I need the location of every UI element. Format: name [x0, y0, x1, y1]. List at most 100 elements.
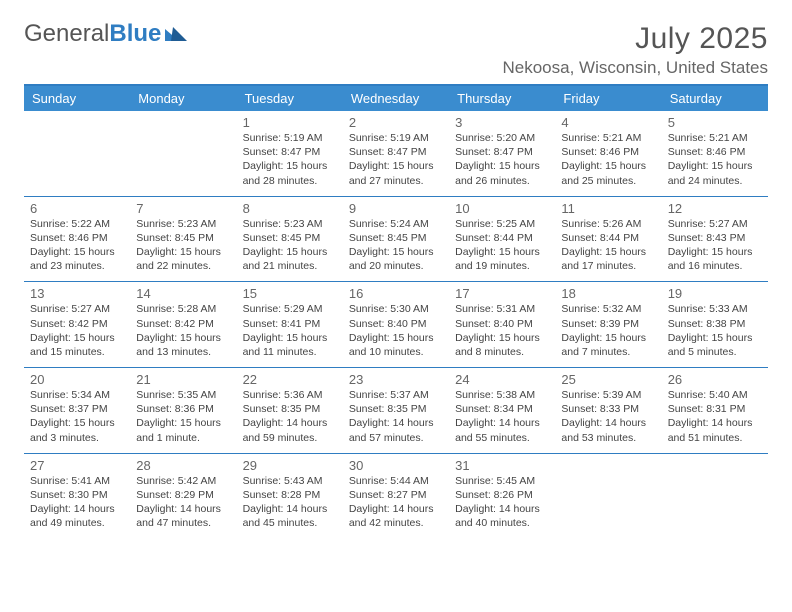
sunset-line: Sunset: 8:29 PM: [136, 488, 230, 502]
day-cell: 2Sunrise: 5:19 AMSunset: 8:47 PMDaylight…: [343, 111, 449, 196]
daylight-line: Daylight: 15 hours and 17 minutes.: [561, 245, 655, 273]
sunrise-line: Sunrise: 5:29 AM: [243, 302, 337, 316]
sunset-line: Sunset: 8:33 PM: [561, 402, 655, 416]
sunset-line: Sunset: 8:45 PM: [243, 231, 337, 245]
sunrise-line: Sunrise: 5:32 AM: [561, 302, 655, 316]
calendar: SundayMondayTuesdayWednesdayThursdayFrid…: [24, 86, 768, 538]
daylight-line: Daylight: 15 hours and 19 minutes.: [455, 245, 549, 273]
sunrise-line: Sunrise: 5:38 AM: [455, 388, 549, 402]
sunset-line: Sunset: 8:47 PM: [349, 145, 443, 159]
daylight-line: Daylight: 15 hours and 27 minutes.: [349, 159, 443, 187]
day-cell: 23Sunrise: 5:37 AMSunset: 8:35 PMDayligh…: [343, 368, 449, 453]
day-number: 18: [561, 286, 655, 301]
day-number: 22: [243, 372, 337, 387]
day-number: 24: [455, 372, 549, 387]
daylight-line: Daylight: 15 hours and 24 minutes.: [668, 159, 762, 187]
sunrise-line: Sunrise: 5:39 AM: [561, 388, 655, 402]
sunset-line: Sunset: 8:27 PM: [349, 488, 443, 502]
day-number: 13: [30, 286, 124, 301]
day-number: 10: [455, 201, 549, 216]
sunrise-line: Sunrise: 5:19 AM: [349, 131, 443, 145]
sunset-line: Sunset: 8:26 PM: [455, 488, 549, 502]
day-number: 27: [30, 458, 124, 473]
day-cell: 22Sunrise: 5:36 AMSunset: 8:35 PMDayligh…: [237, 368, 343, 453]
day-cell: 11Sunrise: 5:26 AMSunset: 8:44 PMDayligh…: [555, 197, 661, 282]
day-cell: 4Sunrise: 5:21 AMSunset: 8:46 PMDaylight…: [555, 111, 661, 196]
sunset-line: Sunset: 8:47 PM: [243, 145, 337, 159]
sunset-line: Sunset: 8:39 PM: [561, 317, 655, 331]
day-number: 4: [561, 115, 655, 130]
sunset-line: Sunset: 8:31 PM: [668, 402, 762, 416]
sunset-line: Sunset: 8:47 PM: [455, 145, 549, 159]
day-cell: 31Sunrise: 5:45 AMSunset: 8:26 PMDayligh…: [449, 454, 555, 539]
day-cell: 25Sunrise: 5:39 AMSunset: 8:33 PMDayligh…: [555, 368, 661, 453]
day-cell: 30Sunrise: 5:44 AMSunset: 8:27 PMDayligh…: [343, 454, 449, 539]
day-number: 30: [349, 458, 443, 473]
day-cell: 8Sunrise: 5:23 AMSunset: 8:45 PMDaylight…: [237, 197, 343, 282]
day-number: 2: [349, 115, 443, 130]
daylight-line: Daylight: 15 hours and 28 minutes.: [243, 159, 337, 187]
weekday-tuesday: Tuesday: [237, 86, 343, 111]
brand-logo: GeneralBlue: [24, 22, 187, 46]
daylight-line: Daylight: 15 hours and 20 minutes.: [349, 245, 443, 273]
weekday-friday: Friday: [555, 86, 661, 111]
week-row: 20Sunrise: 5:34 AMSunset: 8:37 PMDayligh…: [24, 368, 768, 454]
day-number: 14: [136, 286, 230, 301]
day-cell: 16Sunrise: 5:30 AMSunset: 8:40 PMDayligh…: [343, 282, 449, 367]
sunrise-line: Sunrise: 5:28 AM: [136, 302, 230, 316]
day-cell: 26Sunrise: 5:40 AMSunset: 8:31 PMDayligh…: [662, 368, 768, 453]
day-number: 9: [349, 201, 443, 216]
day-number: 1: [243, 115, 337, 130]
empty-cell: [555, 454, 661, 539]
day-cell: 27Sunrise: 5:41 AMSunset: 8:30 PMDayligh…: [24, 454, 130, 539]
weekday-thursday: Thursday: [449, 86, 555, 111]
day-number: 8: [243, 201, 337, 216]
calendar-body: 1Sunrise: 5:19 AMSunset: 8:47 PMDaylight…: [24, 111, 768, 538]
sunrise-line: Sunrise: 5:41 AM: [30, 474, 124, 488]
day-number: 21: [136, 372, 230, 387]
day-number: 20: [30, 372, 124, 387]
sunset-line: Sunset: 8:35 PM: [349, 402, 443, 416]
empty-cell: [662, 454, 768, 539]
day-cell: 24Sunrise: 5:38 AMSunset: 8:34 PMDayligh…: [449, 368, 555, 453]
sunset-line: Sunset: 8:41 PM: [243, 317, 337, 331]
sunset-line: Sunset: 8:40 PM: [349, 317, 443, 331]
day-cell: 21Sunrise: 5:35 AMSunset: 8:36 PMDayligh…: [130, 368, 236, 453]
daylight-line: Daylight: 15 hours and 22 minutes.: [136, 245, 230, 273]
day-number: 16: [349, 286, 443, 301]
day-number: 29: [243, 458, 337, 473]
sunset-line: Sunset: 8:46 PM: [668, 145, 762, 159]
daylight-line: Daylight: 15 hours and 25 minutes.: [561, 159, 655, 187]
week-row: 1Sunrise: 5:19 AMSunset: 8:47 PMDaylight…: [24, 111, 768, 197]
header: GeneralBlue July 2025 Nekoosa, Wisconsin…: [24, 22, 768, 78]
sunrise-line: Sunrise: 5:27 AM: [668, 217, 762, 231]
day-cell: 1Sunrise: 5:19 AMSunset: 8:47 PMDaylight…: [237, 111, 343, 196]
day-cell: 20Sunrise: 5:34 AMSunset: 8:37 PMDayligh…: [24, 368, 130, 453]
day-number: 15: [243, 286, 337, 301]
day-cell: 13Sunrise: 5:27 AMSunset: 8:42 PMDayligh…: [24, 282, 130, 367]
day-cell: 9Sunrise: 5:24 AMSunset: 8:45 PMDaylight…: [343, 197, 449, 282]
sunrise-line: Sunrise: 5:30 AM: [349, 302, 443, 316]
daylight-line: Daylight: 15 hours and 26 minutes.: [455, 159, 549, 187]
sunrise-line: Sunrise: 5:25 AM: [455, 217, 549, 231]
sunset-line: Sunset: 8:42 PM: [30, 317, 124, 331]
day-number: 26: [668, 372, 762, 387]
sunset-line: Sunset: 8:28 PM: [243, 488, 337, 502]
sunrise-line: Sunrise: 5:42 AM: [136, 474, 230, 488]
week-row: 13Sunrise: 5:27 AMSunset: 8:42 PMDayligh…: [24, 282, 768, 368]
day-cell: 12Sunrise: 5:27 AMSunset: 8:43 PMDayligh…: [662, 197, 768, 282]
sunset-line: Sunset: 8:38 PM: [668, 317, 762, 331]
daylight-line: Daylight: 14 hours and 45 minutes.: [243, 502, 337, 530]
day-cell: 3Sunrise: 5:20 AMSunset: 8:47 PMDaylight…: [449, 111, 555, 196]
sunset-line: Sunset: 8:44 PM: [455, 231, 549, 245]
day-cell: 5Sunrise: 5:21 AMSunset: 8:46 PMDaylight…: [662, 111, 768, 196]
weekday-saturday: Saturday: [662, 86, 768, 111]
brand-triangle-icon: [165, 22, 187, 46]
daylight-line: Daylight: 15 hours and 16 minutes.: [668, 245, 762, 273]
daylight-line: Daylight: 15 hours and 13 minutes.: [136, 331, 230, 359]
sunrise-line: Sunrise: 5:43 AM: [243, 474, 337, 488]
day-cell: 17Sunrise: 5:31 AMSunset: 8:40 PMDayligh…: [449, 282, 555, 367]
week-row: 27Sunrise: 5:41 AMSunset: 8:30 PMDayligh…: [24, 454, 768, 539]
sunrise-line: Sunrise: 5:23 AM: [136, 217, 230, 231]
sunset-line: Sunset: 8:43 PM: [668, 231, 762, 245]
